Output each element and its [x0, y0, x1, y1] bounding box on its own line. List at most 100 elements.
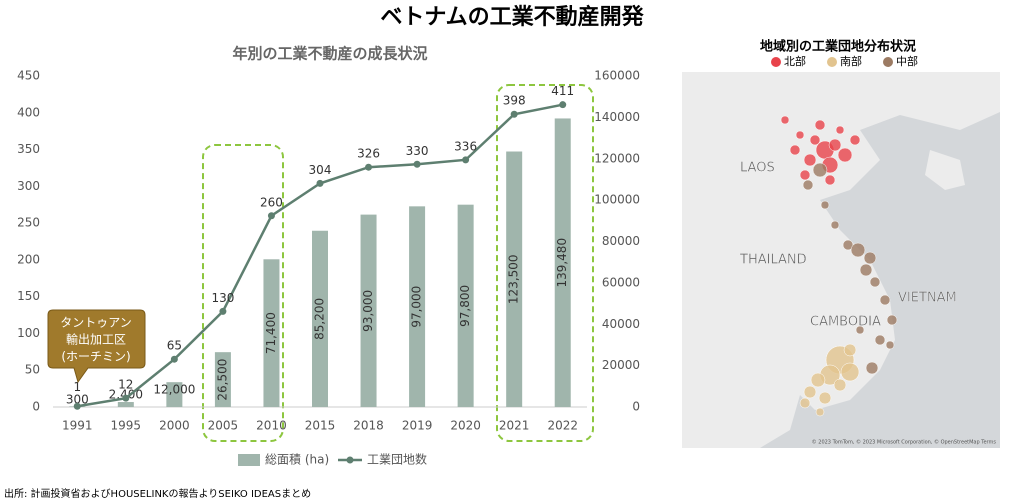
line-label: 12 — [118, 378, 133, 392]
legend-label: 南部 — [840, 54, 862, 68]
map-dot — [850, 242, 866, 258]
map-dot — [865, 361, 879, 375]
line-label: 304 — [309, 163, 332, 177]
legend-swatch — [238, 454, 260, 466]
y-tick-label: 50 — [25, 363, 40, 377]
y2-tick-label: 40000 — [602, 317, 640, 331]
map-dot — [815, 407, 825, 417]
bar-label: 97,800 — [458, 285, 472, 327]
map-dot — [886, 314, 898, 326]
bar — [263, 259, 280, 407]
line-label: 260 — [260, 195, 283, 209]
map-dot — [849, 134, 861, 146]
map-dot — [833, 378, 847, 392]
x-tick-label: 2005 — [208, 419, 239, 433]
y-tick-label: 450 — [17, 69, 40, 83]
annotation-text: 輸出加工区 — [66, 332, 126, 347]
line-label: 326 — [357, 147, 380, 161]
map-attribution: © 2023 TomTom, © 2023 Microsoft Corporat… — [812, 439, 997, 446]
line-point — [73, 402, 81, 410]
bar — [554, 118, 571, 408]
y-tick-label: 200 — [17, 252, 40, 266]
y2-tick-label: 160000 — [594, 69, 640, 83]
bar-label: 12,000 — [153, 383, 195, 397]
bar-label: 71,400 — [264, 312, 278, 354]
island — [925, 150, 965, 190]
line-point — [219, 307, 227, 315]
map-dot — [869, 276, 881, 288]
line-point — [170, 355, 178, 363]
line-point — [462, 156, 470, 164]
bar — [166, 382, 183, 407]
map-dot — [828, 138, 842, 152]
bar-label: 93,000 — [361, 290, 375, 332]
y2-tick-label: 140000 — [594, 110, 640, 124]
map-dot — [840, 362, 860, 382]
legend-label: 中部 — [896, 54, 918, 68]
map-dot — [789, 144, 801, 156]
line-label: 1 — [73, 380, 81, 394]
map-dot — [812, 162, 828, 178]
x-tick-label: 2015 — [305, 419, 336, 433]
map-dot — [874, 334, 886, 346]
map-dot — [835, 125, 845, 135]
map-dot — [799, 169, 811, 181]
y2-tick-label: 0 — [632, 400, 640, 414]
land — [682, 72, 1000, 448]
annotation-text: (ホーチミン) — [61, 350, 130, 364]
legend-label: 総面積 (ha) — [265, 452, 329, 467]
x-tick-label: 2020 — [450, 419, 481, 433]
map-dot — [837, 147, 853, 163]
bar — [214, 352, 231, 407]
x-tick-label: 2000 — [159, 419, 190, 433]
bar — [360, 214, 377, 407]
map-dot — [863, 251, 877, 265]
y2-tick-label: 20000 — [602, 358, 640, 372]
map-label: CAMBODIA — [810, 315, 881, 330]
annotation-text: タントゥアン — [60, 316, 132, 330]
map-dot — [809, 134, 821, 146]
map-dot — [855, 325, 865, 335]
line-point — [316, 179, 324, 187]
bar-label: 139,480 — [555, 238, 569, 288]
x-tick-label: 2019 — [402, 419, 433, 433]
bar-label: 123,500 — [507, 254, 521, 304]
line-label: 336 — [454, 139, 477, 153]
line-point — [510, 110, 518, 118]
map-label: THAILAND — [739, 253, 807, 268]
y-tick-label: 0 — [32, 400, 40, 414]
page-title: ベトナムの工業不動産開発 — [380, 4, 644, 30]
line-label: 398 — [503, 94, 526, 108]
line-label: 411 — [551, 84, 574, 98]
line-label: 65 — [167, 339, 182, 353]
bar — [457, 204, 474, 407]
y-tick-label: 250 — [17, 216, 40, 230]
line-point — [365, 163, 373, 171]
map-dot — [830, 220, 840, 230]
map-dot — [780, 115, 790, 125]
map-dot — [802, 179, 814, 191]
y-tick-label: 400 — [17, 105, 40, 119]
map-dot — [803, 385, 817, 399]
map-title: 地域別の工業団地分布状況 — [760, 39, 916, 55]
chart-title: 年別の工業不動産の成長状況 — [232, 45, 427, 63]
x-tick-label: 2021 — [499, 419, 530, 433]
y-tick-label: 350 — [17, 142, 40, 156]
highlight-box — [202, 144, 284, 442]
x-tick-label: 2010 — [256, 419, 287, 433]
map-dot — [843, 343, 857, 357]
map-dot — [799, 397, 811, 409]
map-dot — [885, 340, 895, 350]
y2-tick-label: 100000 — [594, 193, 640, 207]
legend-label: 工業団地数 — [367, 452, 427, 467]
legend-dot — [827, 57, 837, 67]
map-dot — [814, 119, 826, 131]
legend-dot — [883, 57, 893, 67]
map-dot — [859, 263, 873, 277]
x-tick-label: 1995 — [111, 419, 142, 433]
x-tick-label: 2022 — [547, 419, 578, 433]
legend-label: 北部 — [784, 54, 806, 68]
bar — [506, 151, 523, 407]
y-tick-label: 150 — [17, 289, 40, 303]
map: 地域別の工業団地分布状況 北部 南部 中部 LAOS THAILAND CAMBODIA V… — [682, 39, 1000, 448]
